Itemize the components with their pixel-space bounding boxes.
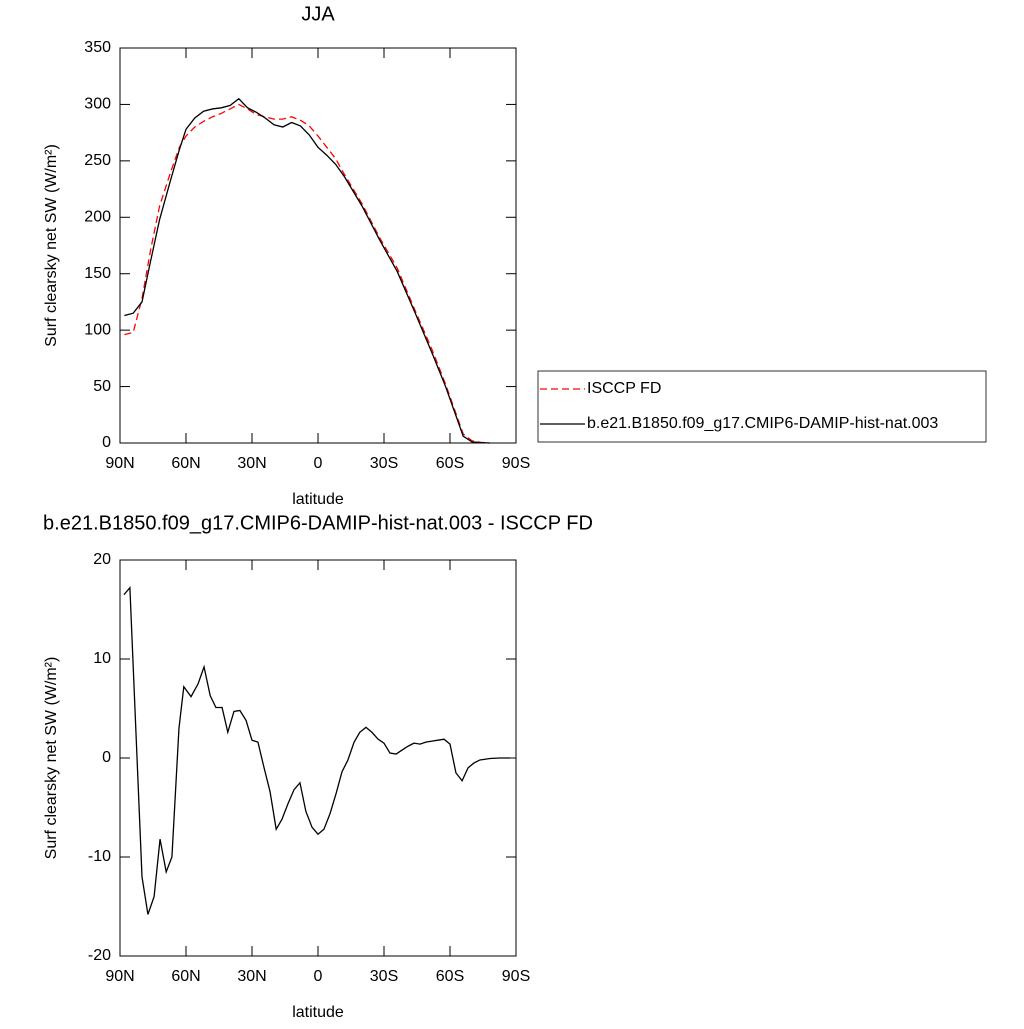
y-tick-label: 10 bbox=[93, 650, 111, 667]
legend-box bbox=[537, 370, 987, 443]
x-tick-label: 90N bbox=[105, 455, 134, 472]
data-line bbox=[124, 97, 490, 444]
data-line bbox=[123, 586, 511, 915]
plot-frame bbox=[119, 559, 517, 957]
chart-title: b.e21.B1850.f09_g17.CMIP6-DAMIP-hist-nat… bbox=[43, 512, 593, 534]
y-tick-label: 250 bbox=[84, 152, 111, 169]
y-tick-label: 50 bbox=[93, 378, 111, 395]
x-tick-label: 90S bbox=[502, 455, 530, 472]
y-axis-label: Surf clearsky net SW (W/m²) bbox=[43, 144, 60, 347]
y-tick-label: 0 bbox=[102, 434, 111, 451]
x-tick-label: 90S bbox=[502, 968, 530, 985]
x-tick-label: 30N bbox=[237, 968, 266, 985]
x-tick-label: 90N bbox=[105, 968, 134, 985]
x-axis-label: latitude bbox=[292, 491, 344, 508]
plot-frame bbox=[119, 47, 517, 444]
x-tick-label: 60N bbox=[171, 455, 200, 472]
x-tick-label: 30S bbox=[370, 455, 398, 472]
x-tick-label: 60N bbox=[171, 968, 200, 985]
x-tick-label: 0 bbox=[314, 455, 323, 472]
y-axis-label: Surf clearsky net SW (W/m²) bbox=[43, 657, 60, 860]
y-tick-label: 150 bbox=[84, 265, 111, 282]
y-tick-label: -10 bbox=[88, 848, 111, 865]
y-tick-label: 20 bbox=[93, 551, 111, 568]
data-line bbox=[124, 103, 490, 444]
y-tick-label: 200 bbox=[84, 209, 111, 226]
y-tick-label: 100 bbox=[84, 321, 111, 338]
x-tick-label: 60S bbox=[436, 455, 464, 472]
y-tick-label: 0 bbox=[102, 749, 111, 766]
x-tick-label: 30N bbox=[237, 455, 266, 472]
x-tick-label: 0 bbox=[314, 968, 323, 985]
x-tick-label: 30S bbox=[370, 968, 398, 985]
legend-label: b.e21.B1850.f09_g17.CMIP6-DAMIP-hist-nat… bbox=[587, 415, 938, 432]
legend-label: ISCCP FD bbox=[587, 380, 661, 397]
x-axis-label: latitude bbox=[292, 1004, 344, 1021]
chart-title: JJA bbox=[301, 3, 335, 25]
y-tick-label: 300 bbox=[84, 96, 111, 113]
y-tick-label: 350 bbox=[84, 39, 111, 56]
y-tick-label: -20 bbox=[88, 947, 111, 964]
x-tick-label: 60S bbox=[436, 968, 464, 985]
